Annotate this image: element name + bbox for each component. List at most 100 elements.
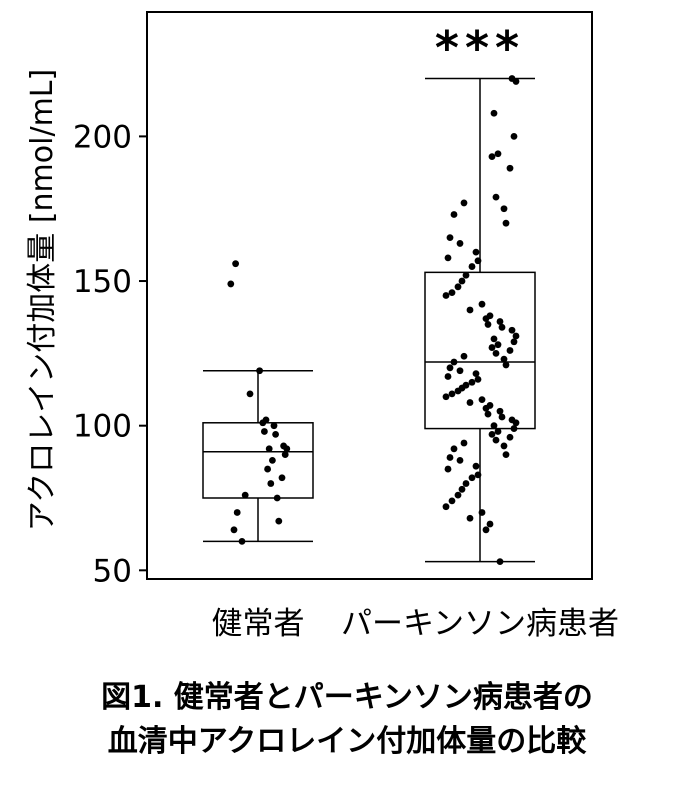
data-point (472, 248, 480, 256)
data-point (510, 338, 518, 346)
data-point (468, 263, 476, 270)
data-point (448, 289, 456, 297)
data-point (500, 355, 508, 363)
data-point (466, 306, 474, 314)
data-point (448, 497, 456, 505)
data-point (488, 430, 496, 438)
boxplot-chart: 50 100 150 200 健常者 パーキンソン病患者 アクロレイン付加体量 [nmo… (25, 11, 619, 642)
data-point (472, 370, 480, 378)
data-point (456, 456, 464, 464)
data-point (454, 491, 462, 499)
data-point (482, 526, 490, 534)
x-category-label: パーキンソン病患者 (341, 606, 619, 642)
data-point (444, 465, 452, 473)
data-point (238, 537, 246, 545)
data-point (506, 347, 514, 354)
figure-caption-line-1: 図1. 健常者とパーキンソン病患者の (101, 680, 593, 715)
data-point (494, 341, 502, 349)
data-point (490, 335, 498, 343)
box-group (202, 260, 314, 545)
data-point (275, 517, 283, 525)
data-point (233, 509, 241, 516)
plot-marks (202, 75, 536, 566)
data-point (454, 283, 462, 291)
y-tick-label: 150 (73, 264, 132, 300)
data-point (474, 471, 482, 479)
data-point (283, 445, 291, 453)
data-point (500, 442, 508, 450)
box-iqr (424, 271, 536, 430)
data-point (270, 422, 278, 430)
data-point (456, 240, 464, 247)
significance-marker: *** (435, 21, 525, 75)
data-point (444, 373, 452, 380)
data-point (448, 390, 456, 398)
data-point (460, 439, 468, 447)
data-point (466, 514, 474, 522)
data-point (454, 387, 462, 395)
data-point (460, 352, 468, 360)
data-point (492, 193, 500, 201)
data-point (442, 503, 450, 511)
data-point (450, 358, 458, 366)
data-point (510, 132, 518, 140)
data-point (496, 558, 504, 566)
data-point (241, 491, 249, 499)
data-point (486, 520, 494, 528)
data-point (506, 433, 514, 441)
data-point (512, 78, 520, 85)
y-tick-label: 100 (73, 409, 132, 445)
y-tick-label: 50 (93, 553, 132, 589)
data-point (259, 419, 267, 427)
data-point (265, 445, 273, 453)
data-point (512, 332, 520, 340)
box-iqr (202, 422, 314, 499)
data-point (482, 404, 490, 412)
data-point (482, 315, 490, 323)
data-point (462, 480, 470, 487)
data-point (456, 367, 464, 375)
data-point (502, 361, 510, 369)
data-point (484, 321, 492, 328)
data-point (446, 454, 454, 461)
data-point (512, 419, 520, 427)
data-point (492, 436, 500, 444)
data-point (462, 271, 470, 279)
data-point (496, 407, 504, 415)
data-point (232, 260, 240, 268)
box-group (424, 75, 536, 566)
data-point (442, 393, 450, 401)
data-point (246, 390, 254, 398)
data-point (269, 456, 276, 464)
data-point (458, 277, 466, 285)
data-point (458, 485, 466, 493)
data-point (478, 396, 486, 404)
data-point (508, 326, 516, 334)
data-point (490, 422, 498, 430)
data-point (261, 428, 268, 435)
data-point (281, 451, 289, 459)
data-point (230, 526, 238, 534)
plot-background (147, 12, 592, 579)
data-point (256, 367, 263, 375)
data-point (490, 109, 498, 117)
data-point (502, 451, 510, 459)
data-point (272, 430, 279, 438)
data-point (498, 323, 506, 331)
y-axis-label: アクロレイン付加体量 [nmol/mL] (25, 69, 60, 531)
data-point (264, 465, 271, 473)
data-point (478, 300, 486, 308)
x-category-label: 健常者 (212, 606, 305, 642)
data-point (488, 153, 496, 161)
data-point (466, 399, 474, 406)
data-point (474, 257, 482, 265)
data-point (446, 364, 454, 372)
y-tick-label: 200 (73, 119, 132, 155)
data-point (494, 150, 502, 158)
plot-frame (146, 11, 593, 580)
data-point (492, 349, 500, 357)
y-axis: 50 100 150 200 (73, 119, 147, 589)
data-point (444, 254, 452, 262)
data-point (502, 219, 510, 227)
data-point (442, 292, 450, 299)
